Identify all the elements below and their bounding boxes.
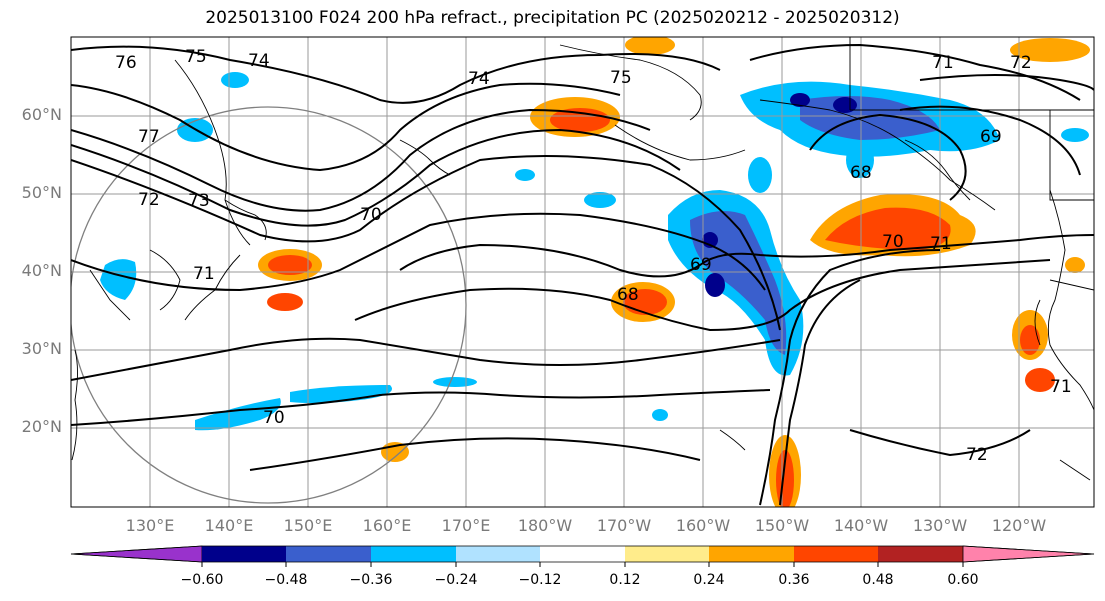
contour-label: 73: [188, 191, 210, 211]
contour-label: 76: [115, 53, 137, 73]
contour-label: 68: [850, 163, 872, 183]
lat-label: 40°N: [21, 261, 62, 280]
colorbar-tick-label: −0.60: [180, 572, 224, 588]
lon-label: 180°W: [517, 516, 573, 535]
contour-label: 71: [1050, 377, 1072, 397]
contour-label: 74: [248, 51, 270, 71]
colorbar-tick-label: −0.48: [264, 572, 308, 588]
contour-label: 71: [193, 264, 215, 284]
contour-label: 70: [263, 408, 285, 428]
lon-label: 170°W: [596, 516, 652, 535]
contour-label: 74: [468, 69, 490, 89]
lon-label: 130°E: [125, 516, 175, 535]
figure-title: 2025013100 F024 200 hPa refract., precip…: [205, 8, 900, 28]
lon-label: 130°W: [912, 516, 968, 535]
lon-label: 160°E: [362, 516, 412, 535]
lat-label: 50°N: [21, 183, 62, 202]
colorbar-tick-label: 0.60: [947, 572, 979, 588]
colorbar-tick-label: −0.12: [518, 572, 562, 588]
lon-label: 170°E: [441, 516, 491, 535]
refractivity-contours: [71, 43, 1094, 506]
contour-label: 69: [690, 255, 712, 275]
colorbar-tick-label: 0.36: [778, 572, 810, 588]
contour-label: 75: [610, 68, 632, 88]
lon-label: 140°E: [204, 516, 254, 535]
contour-label-group: 76 75 74 77 72 73 71 74 70 75 71 72 69 6…: [115, 47, 1072, 465]
lat-label: 20°N: [21, 417, 62, 436]
contour-label: 72: [966, 445, 988, 465]
graticule: [71, 37, 1094, 507]
lon-label: 150°E: [283, 516, 333, 535]
colorbar-tick-label: 0.12: [609, 572, 641, 588]
contour-label: 70: [360, 205, 382, 225]
lon-label: 160°W: [675, 516, 731, 535]
colorbar-tick-label: −0.24: [434, 572, 478, 588]
contour-label: 72: [138, 190, 160, 210]
lon-label: 120°W: [991, 516, 1047, 535]
lon-label: 150°W: [754, 516, 810, 535]
contour-label: 75: [185, 47, 207, 67]
contour-label: 68: [617, 285, 639, 305]
colorbar-tick-label: 0.48: [862, 572, 894, 588]
colorbar-tick-label: 0.24: [693, 572, 725, 588]
lat-label: 60°N: [21, 105, 62, 124]
lon-label: 140°W: [833, 516, 889, 535]
contour-label: 72: [1010, 53, 1032, 73]
reference-circle: [71, 106, 467, 504]
colorbar-tick-label: −0.36: [349, 572, 393, 588]
lat-label: 30°N: [21, 339, 62, 358]
contour-label: 77: [138, 127, 160, 147]
contour-label: 71: [932, 53, 954, 73]
contour-label: 70: [882, 232, 904, 252]
contour-label: 71: [930, 234, 952, 254]
map-frame: [70, 36, 1095, 508]
contour-label: 69: [980, 127, 1002, 147]
precip-positive-areas: [258, 37, 1090, 507]
